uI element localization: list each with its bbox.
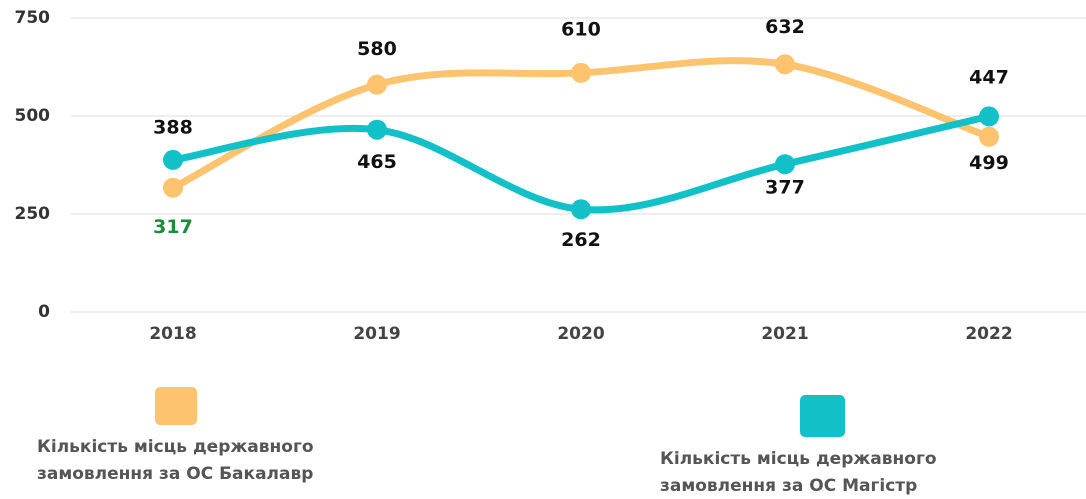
point (163, 149, 183, 170)
x-tick-label: 2018 (149, 324, 196, 344)
y-tick-label: 0 (38, 302, 50, 322)
point (775, 54, 795, 75)
point (571, 199, 591, 220)
chart: 0 250 500 750 2018 2019 2020 2021 2022 317 580 610 6… (15, 8, 1086, 344)
x-tick-label: 2020 (557, 324, 604, 344)
data-label: 632 (765, 16, 805, 38)
data-label: 447 (969, 66, 1009, 88)
data-label: 610 (561, 18, 601, 40)
data-label: 580 (357, 38, 397, 60)
point (775, 154, 795, 175)
legend-swatch (800, 395, 845, 437)
y-tick-label: 750 (15, 8, 51, 28)
y-tick-label: 250 (15, 204, 51, 224)
point (979, 106, 999, 127)
point (571, 62, 591, 83)
legend-label: Кількість місць державного замовлення за… (37, 437, 314, 484)
data-label: 262 (561, 229, 601, 251)
legend-label: Кількість місць державного замовлення за… (660, 449, 937, 496)
data-label: 317 (153, 216, 193, 238)
point (979, 126, 999, 147)
x-tick-label: 2022 (965, 324, 1012, 344)
data-label: 377 (765, 177, 805, 199)
data-label: 499 (969, 152, 1009, 174)
data-label: 388 (153, 116, 193, 138)
x-tick-label: 2021 (761, 324, 808, 344)
y-tick-label: 500 (15, 106, 51, 126)
series-line (169, 112, 993, 214)
x-tick-label: 2019 (353, 324, 400, 344)
point (367, 74, 387, 95)
point (367, 119, 387, 140)
legend-swatch (155, 387, 197, 425)
point (163, 177, 183, 198)
data-label: 465 (357, 151, 397, 173)
